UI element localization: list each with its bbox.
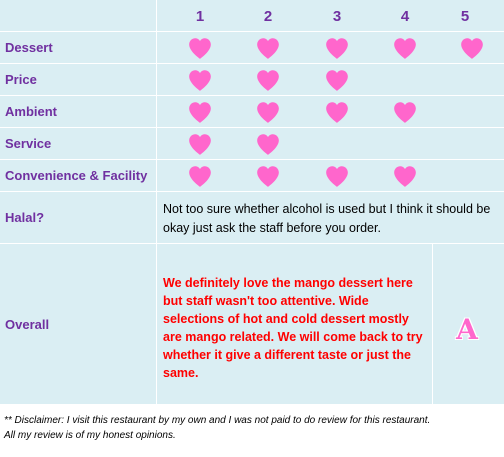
heart-icon (251, 128, 285, 159)
heart-icon (183, 160, 217, 191)
grid-line (0, 191, 504, 192)
overall-review-text: We definitely love the mango dessert her… (163, 276, 423, 380)
disclaimer-line-2: All my review is of my honest opinions. (4, 430, 176, 441)
column-header: 5 (460, 8, 470, 25)
heart-icon (183, 96, 217, 127)
heart-icon (251, 64, 285, 95)
heart-icon (320, 64, 354, 95)
grid-line (0, 159, 504, 160)
heart-icon (320, 160, 354, 191)
heart-icon (251, 96, 285, 127)
review-table: 1 2 3 4 5 Dessert Price Ambient Service … (0, 0, 504, 404)
heart-icon (183, 64, 217, 95)
grid-line (432, 243, 433, 404)
heart-icon (455, 32, 489, 63)
row-label-service: Service (5, 136, 52, 151)
grid-line (0, 95, 504, 96)
row-label-halal: Halal? (5, 210, 45, 225)
grid-line (0, 243, 504, 244)
overall-grade: A (456, 313, 478, 346)
disclaimer-line-1: ** Disclaimer: I visit this restaurant b… (4, 415, 431, 426)
column-header: 3 (332, 8, 342, 25)
heart-icon (183, 128, 217, 159)
grid-line (0, 63, 504, 64)
grid-line (0, 127, 504, 128)
heart-icon (251, 32, 285, 63)
heart-icon (183, 32, 217, 63)
heart-icon (388, 160, 422, 191)
heart-icon (388, 96, 422, 127)
heart-icon (320, 32, 354, 63)
heart-icon (388, 32, 422, 63)
halal-note: Not too sure whether alcohol is used but… (163, 202, 491, 235)
heart-icon (320, 96, 354, 127)
row-label-ambient: Ambient (5, 104, 57, 119)
row-label-price: Price (5, 72, 37, 87)
column-header: 2 (263, 8, 273, 25)
row-label-dessert: Dessert (5, 40, 53, 55)
row-label-convenience: Convenience & Facility (5, 168, 148, 183)
grid-line (156, 0, 157, 404)
row-label-overall: Overall (5, 316, 50, 332)
heart-icon (251, 160, 285, 191)
grid-line (0, 31, 504, 32)
column-header: 1 (195, 8, 205, 25)
column-header: 4 (400, 8, 410, 25)
